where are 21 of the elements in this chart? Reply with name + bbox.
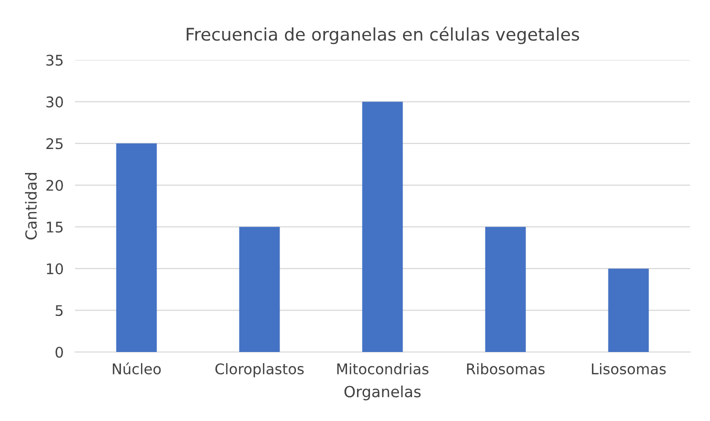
y-tick-label: 5 [56, 305, 63, 316]
bar [239, 226, 280, 352]
chart-title: Frecuencia de organelas en células vegetales [186, 26, 580, 44]
y-tick-label: 35 [46, 54, 63, 66]
bar [485, 226, 526, 352]
x-tick-label: Ribosomas [467, 363, 545, 374]
x-axis-title: Organelas [344, 386, 421, 400]
y-tick-label: 15 [46, 222, 63, 233]
x-tick-label: Núcleo [112, 362, 161, 374]
y-tick-label: 20 [46, 180, 63, 191]
y-tick-label: 30 [46, 96, 63, 108]
x-tick-label: Lisosomas [592, 363, 666, 374]
x-tick-label: Cloroplastos [215, 363, 304, 378]
y-tick-label: 25 [46, 138, 63, 150]
bar [116, 143, 157, 352]
y-axis-title: Cantidad [24, 173, 37, 240]
x-tick-label: Mitocondrias [337, 363, 428, 374]
bar [362, 102, 403, 352]
y-tick-label: 10 [46, 263, 63, 274]
bar [608, 268, 649, 352]
y-tick-label: 0 [56, 346, 63, 358]
